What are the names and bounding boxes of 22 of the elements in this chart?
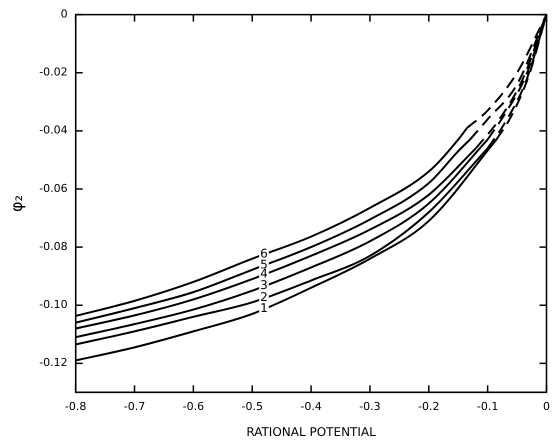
series-label: 2 — [260, 290, 268, 304]
x-tick-label: -0.4 — [300, 400, 322, 413]
y-axis-title: φ₂ — [6, 195, 26, 212]
y-tick-label: -0.06 — [39, 182, 68, 195]
x-tick-label: -0.1 — [476, 400, 498, 413]
x-axis-title: RATIONAL POTENTIAL — [246, 424, 376, 439]
series-label: 3 — [260, 278, 268, 292]
x-tick-label: -0.8 — [64, 400, 86, 413]
x-tick-label: -0.2 — [418, 400, 440, 413]
y-tick-label: -0.02 — [39, 66, 68, 79]
x-tick-label: -0.3 — [359, 400, 381, 413]
x-tick-label: -0.7 — [124, 400, 146, 413]
x-tick-label: -0.5 — [241, 400, 263, 413]
series-label: 6 — [260, 246, 268, 260]
series-label: 1 — [260, 300, 268, 315]
y-tick-label: -0.04 — [39, 124, 68, 137]
y-tick-label: 0 — [60, 7, 68, 20]
y-tick-label: -0.12 — [39, 356, 68, 370]
y-tick-label: -0.10 — [39, 298, 68, 312]
y-tick-label: -0.08 — [39, 240, 68, 253]
x-tick-label: -0.6 — [182, 400, 204, 413]
x-tick-label: 0 — [543, 400, 550, 413]
